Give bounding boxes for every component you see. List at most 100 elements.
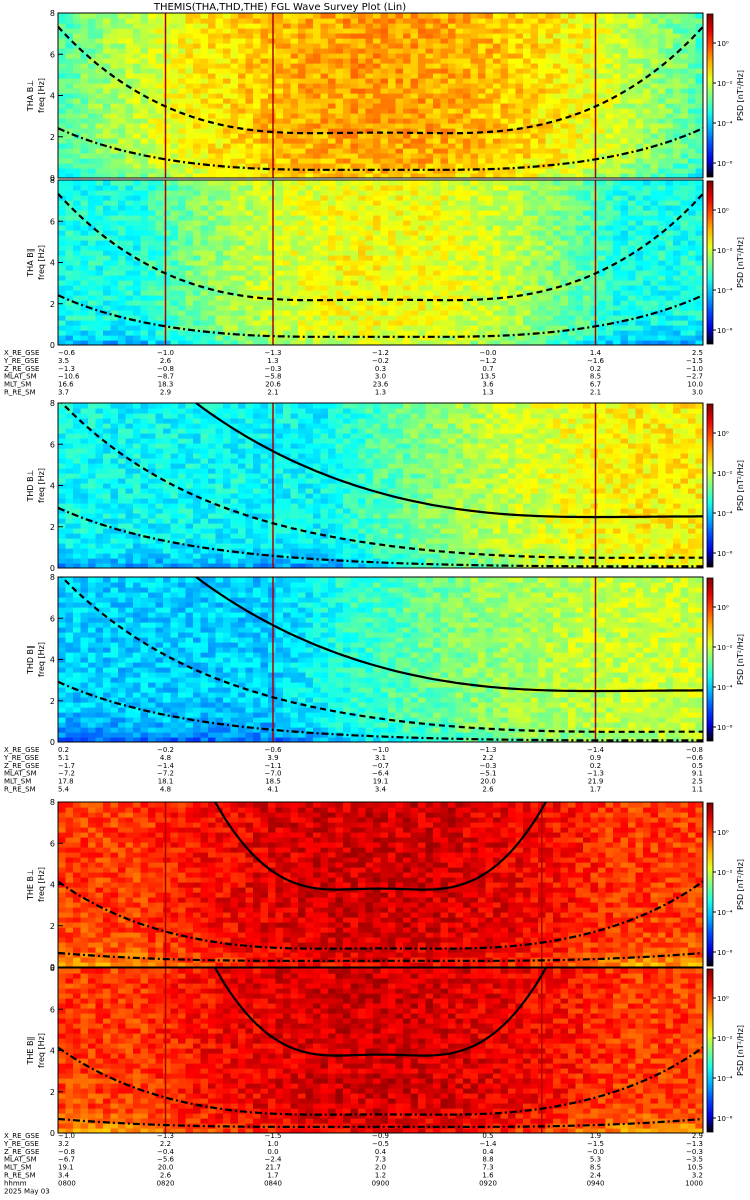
spectrogram-cell — [343, 18, 352, 24]
spectrogram-cell — [515, 153, 524, 159]
spectrogram-cell — [598, 173, 607, 178]
spectrogram-cell — [125, 220, 134, 226]
spectrogram-cell — [155, 13, 164, 19]
spectrogram-cell — [478, 325, 487, 331]
spectrogram-cell — [380, 58, 389, 64]
spectrogram-cell — [230, 63, 239, 69]
spectrogram-cell — [298, 205, 307, 211]
spectrogram-cell — [230, 295, 239, 301]
spectrogram-cell — [388, 340, 397, 345]
spectrogram-cell — [215, 235, 224, 241]
spectrogram-cell — [410, 18, 419, 24]
spectrogram-cell — [545, 23, 554, 29]
spectrogram-cell — [403, 28, 412, 34]
spectrogram-cell — [553, 83, 562, 89]
spectrogram-cell — [493, 68, 502, 74]
spectrogram-cell — [290, 315, 299, 321]
spectrogram-cell — [350, 275, 359, 281]
spectrogram-cell — [343, 13, 352, 19]
spectrogram-cell — [58, 153, 67, 159]
spectrogram-cell — [305, 103, 314, 109]
spectrogram-cell — [80, 260, 89, 266]
spectrogram-cell — [305, 93, 314, 99]
spectrogram-cell — [463, 143, 472, 149]
spectrogram-cell — [103, 245, 112, 251]
spectrogram-cell — [88, 215, 97, 221]
spectrogram-cell — [298, 225, 307, 231]
spectrogram-cell — [380, 23, 389, 29]
spectrogram-cell — [515, 315, 524, 321]
spectrogram-cell — [500, 320, 509, 326]
spectrogram-cell — [388, 103, 397, 109]
spectrogram-cell — [328, 43, 337, 49]
spectrogram-cell — [635, 123, 644, 129]
spectrogram-cell — [65, 118, 74, 124]
spectrogram-cell — [328, 185, 337, 191]
spectrogram-cell — [695, 158, 703, 164]
spectrogram-cell — [193, 138, 202, 144]
spectrogram-cell — [170, 43, 179, 49]
spectrogram-cell — [125, 190, 134, 196]
spectrogram-cell — [223, 13, 232, 19]
spectrogram-cell — [500, 118, 509, 124]
spectrogram-cell — [373, 340, 382, 345]
spectrogram-cell — [358, 220, 367, 226]
spectrogram-cell — [463, 88, 472, 94]
spectrogram-cell — [515, 260, 524, 266]
spectrogram-cell — [215, 138, 224, 144]
spectrogram-cell — [358, 275, 367, 281]
spectrogram-cell — [365, 88, 374, 94]
spectrogram-cell — [343, 118, 352, 124]
spectrogram-cell — [223, 88, 232, 94]
spectrogram-cell — [238, 23, 247, 29]
spectrogram-cell — [598, 138, 607, 144]
spectrogram-cell — [658, 18, 667, 24]
spectrogram-cell — [88, 260, 97, 266]
spectrogram-cell — [410, 240, 419, 246]
spectrogram-cell — [538, 290, 547, 296]
spectrogram-cell — [500, 43, 509, 49]
spectrogram-cell — [283, 43, 292, 49]
spectrogram-cell — [320, 138, 329, 144]
spectrogram-cell — [335, 23, 344, 29]
spectrogram-cell — [500, 230, 509, 236]
spectrogram-cell — [463, 48, 472, 54]
spectrogram-cell — [403, 133, 412, 139]
spectrogram-cell — [328, 310, 337, 316]
spectrogram-cell — [290, 290, 299, 296]
spectrogram-cell — [358, 320, 367, 326]
spectrogram-cell — [500, 245, 509, 251]
spectrogram-cell — [185, 48, 194, 54]
spectrogram-cell — [238, 265, 247, 271]
spectrogram-cell — [298, 220, 307, 226]
spectrogram-cell — [418, 63, 427, 69]
spectrogram-cell — [403, 250, 412, 256]
spectrogram-cell — [125, 195, 134, 201]
spectrogram-cell — [185, 205, 194, 211]
spectrogram-cell — [598, 83, 607, 89]
spectrogram-cell — [335, 63, 344, 69]
spectrogram-cell — [620, 163, 629, 169]
spectrogram-cell — [358, 148, 367, 154]
spectrogram-cell — [305, 230, 314, 236]
spectrogram-cell — [523, 185, 532, 191]
spectrogram-cell — [58, 18, 67, 24]
spectrogram-cell — [403, 18, 412, 24]
spectrogram-cell — [133, 220, 142, 226]
spectrogram-cell — [628, 153, 637, 159]
spectrogram-cell — [688, 98, 697, 104]
spectrogram-cell — [178, 28, 187, 34]
spectrogram-cell — [590, 68, 599, 74]
spectrogram-cell — [208, 255, 217, 261]
spectrogram-cell — [215, 265, 224, 271]
spectrogram-cell — [290, 220, 299, 226]
spectrogram-cell — [133, 235, 142, 241]
spectrogram-cell — [508, 63, 517, 69]
spectrogram-cell — [515, 53, 524, 59]
spectrogram-cell — [470, 245, 479, 251]
spectrogram-cell — [395, 330, 404, 336]
spectrogram-cell — [245, 205, 254, 211]
spectrogram-cell — [73, 275, 82, 281]
spectrogram-cell — [118, 173, 127, 178]
spectrogram-cell — [478, 103, 487, 109]
